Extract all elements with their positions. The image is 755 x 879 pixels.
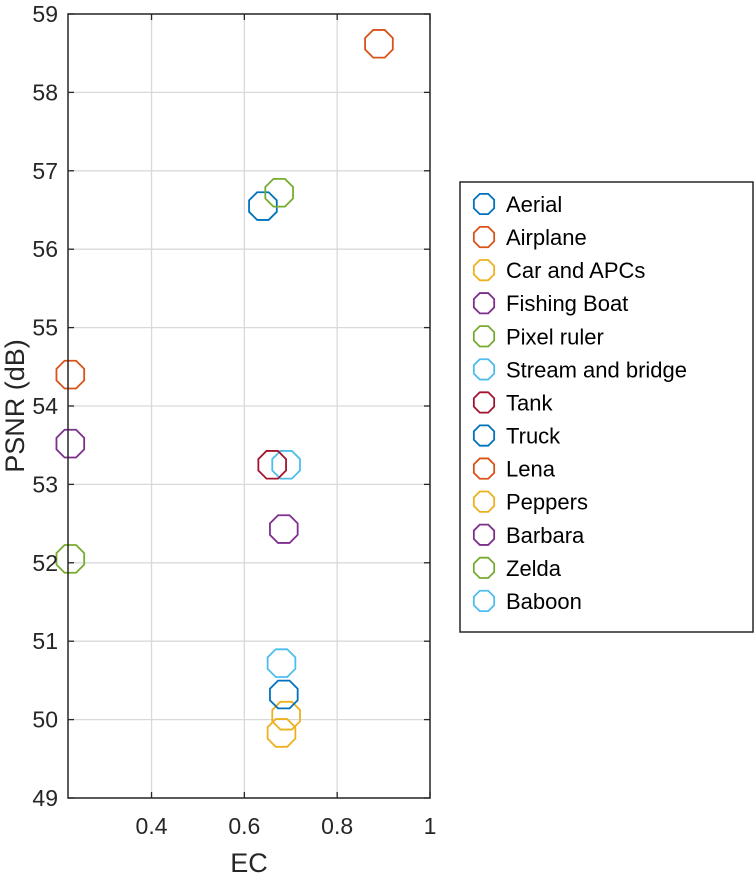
- y-tick-label: 55: [32, 315, 58, 341]
- data-markers: [55, 29, 394, 748]
- x-axis-label: EC: [230, 848, 268, 878]
- y-tick-label: 51: [32, 628, 58, 654]
- data-point-marker: [269, 514, 299, 544]
- legend-marker: [472, 589, 496, 612]
- legend-entry: Fishing Boat: [472, 291, 628, 316]
- legend-label: Airplane: [506, 225, 587, 250]
- legend-label: Stream and bridge: [506, 357, 687, 382]
- y-axis-ticks: 49 50 51 52 53 54 55 56 57 58 59: [32, 1, 430, 811]
- y-tick-label: 59: [32, 1, 58, 27]
- legend-label: Baboon: [506, 589, 582, 614]
- x-tick-label: 1: [424, 813, 437, 839]
- legend-marker: [472, 325, 496, 348]
- legend-box: [459, 181, 754, 633]
- x-tick-label: 0.6: [228, 813, 260, 839]
- legend-marker: [472, 457, 496, 480]
- legend-label: Barbara: [506, 523, 585, 548]
- legend-entry: Zelda: [472, 556, 562, 581]
- legend-entry: Truck: [472, 424, 561, 449]
- data-point-marker: [364, 29, 394, 59]
- legend-marker: [472, 556, 496, 579]
- legend-marker: [472, 490, 496, 513]
- legend-label: Tank: [506, 390, 553, 415]
- data-point-marker: [271, 450, 301, 480]
- y-tick-label: 52: [32, 550, 58, 576]
- legend-label: Zelda: [506, 556, 562, 581]
- y-tick-label: 58: [32, 79, 58, 105]
- x-tick-label: 0.8: [321, 813, 353, 839]
- legend-entry: Airplane: [472, 225, 587, 250]
- legend-entry: Car and APCs: [472, 258, 645, 283]
- legend-marker: [472, 259, 496, 282]
- legend-entry: Lena: [472, 457, 556, 482]
- legend-label: Fishing Boat: [506, 291, 628, 316]
- legend-label: Peppers: [506, 490, 588, 515]
- legend-marker: [472, 358, 496, 381]
- grid-lines: [68, 13, 431, 799]
- legend-label: Aerial: [506, 192, 562, 217]
- legend-marker: [472, 192, 496, 216]
- data-point-marker: [248, 191, 278, 221]
- data-point-marker: [269, 679, 299, 710]
- legend-label: Car and APCs: [506, 258, 645, 283]
- x-axis-ticks: 0.4 0.6 0.8 1: [136, 14, 437, 839]
- y-tick-label: 54: [32, 393, 58, 419]
- legend-entry: Baboon: [472, 589, 582, 614]
- data-point-marker: [55, 359, 86, 390]
- data-point-marker: [266, 718, 297, 748]
- legend-label: Truck: [506, 424, 561, 449]
- legend-entry: Peppers: [472, 490, 588, 515]
- legend-marker: [472, 523, 496, 546]
- data-point-marker: [266, 648, 297, 678]
- data-point-marker: [257, 450, 287, 480]
- legend-entry: Stream and bridge: [472, 357, 687, 382]
- legend-entry: Tank: [472, 390, 553, 415]
- y-tick-label: 57: [32, 158, 58, 184]
- y-axis-label: PSNR (dB): [0, 339, 30, 473]
- data-point-marker: [55, 428, 86, 459]
- legend-label: Pixel ruler: [506, 324, 604, 349]
- legend: Aerial Airplane Car and APCs Fishing Boat Pi…: [459, 181, 754, 633]
- legend-entry: Barbara: [472, 523, 585, 548]
- data-point-marker: [271, 700, 301, 731]
- legend-marker: [472, 226, 496, 249]
- legend-label: Lena: [506, 457, 556, 482]
- x-tick-label: 0.4: [136, 813, 168, 839]
- legend-marker: [472, 292, 496, 315]
- y-tick-label: 50: [32, 707, 58, 733]
- legend-entry: Pixel ruler: [472, 324, 604, 349]
- legend-marker: [472, 391, 496, 414]
- y-tick-label: 49: [32, 785, 58, 811]
- data-point-marker: [55, 544, 86, 574]
- legend-marker: [472, 424, 496, 447]
- y-tick-label: 56: [32, 236, 58, 262]
- legend-entry: Aerial: [472, 192, 562, 217]
- y-tick-label: 53: [32, 471, 58, 497]
- data-point-marker: [264, 177, 294, 208]
